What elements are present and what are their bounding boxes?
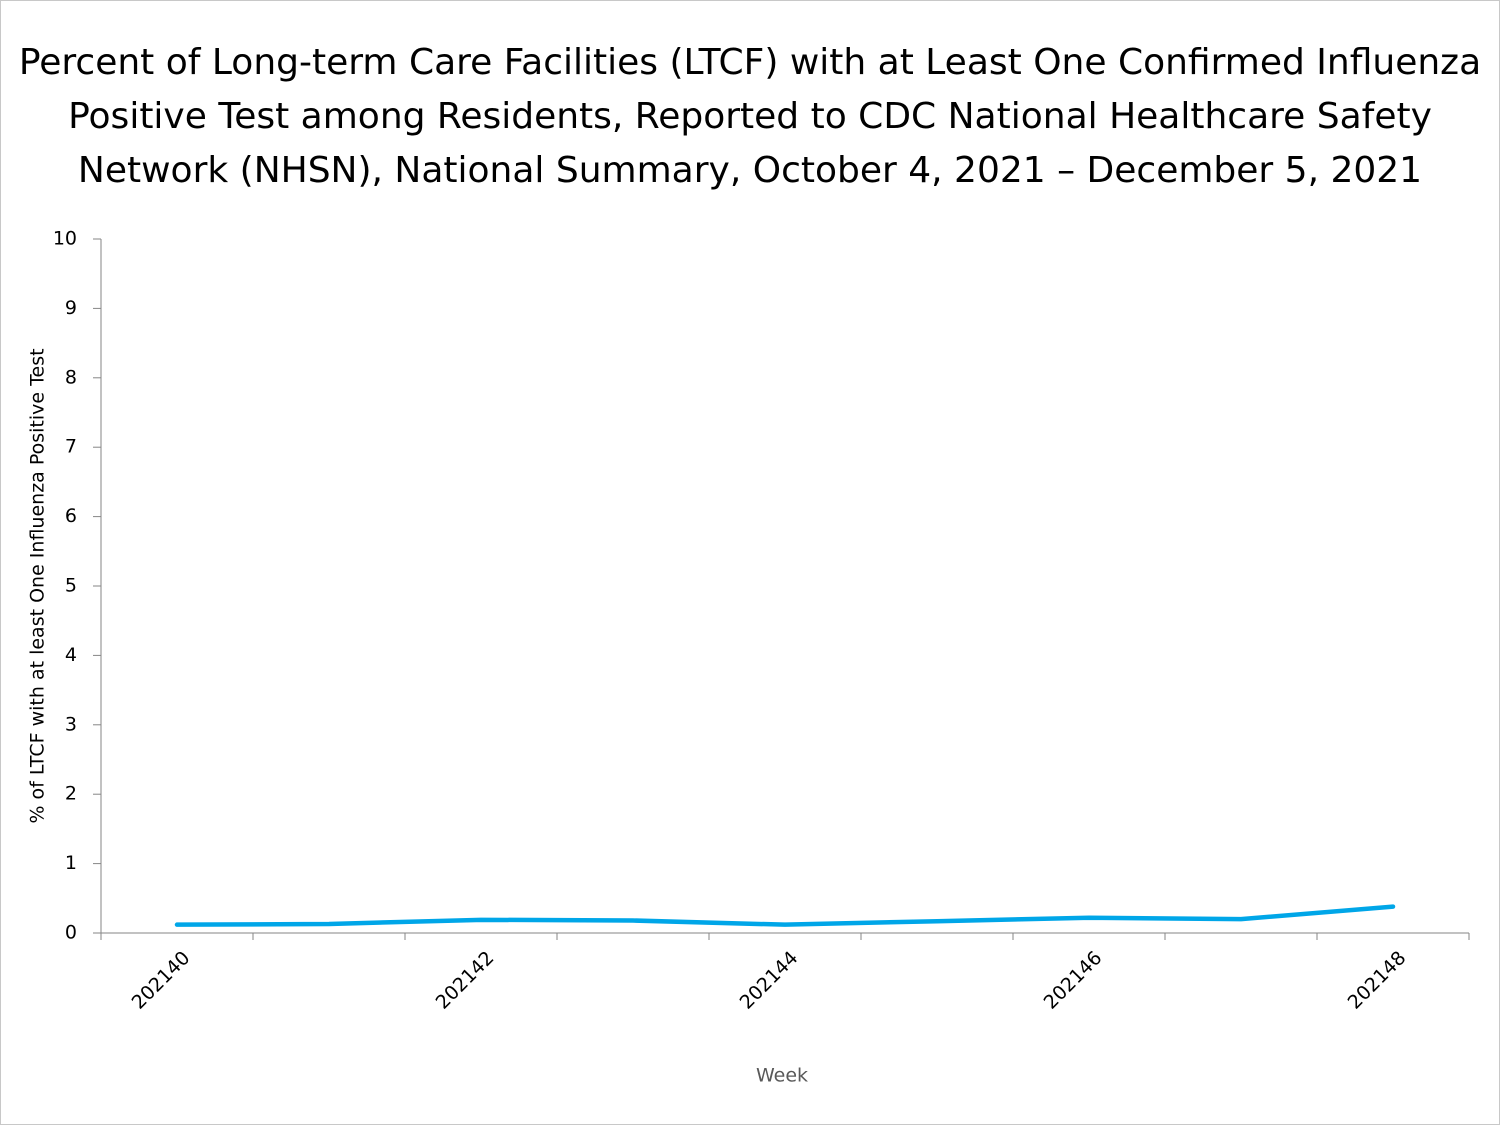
y-tick-label: 4 — [65, 644, 77, 666]
y-tick-label: 0 — [65, 922, 77, 944]
y-tick-label: 6 — [65, 505, 77, 527]
y-axis-title: % of LTCF with at least One Influenza Po… — [27, 348, 49, 823]
chart-title: Positive Test among Residents, Reported … — [68, 96, 1432, 137]
y-tick-label: 2 — [65, 783, 77, 805]
x-axis-title: Week — [756, 1065, 808, 1087]
y-tick-label: 1 — [65, 852, 77, 874]
y-tick-label: 5 — [65, 575, 77, 597]
y-tick-label: 8 — [65, 366, 77, 388]
y-tick-label: 7 — [65, 436, 77, 458]
title-group: Percent of Long-term Care Facilities (LT… — [19, 42, 1481, 191]
y-tick-label: 3 — [65, 713, 77, 735]
y-tick-label: 9 — [65, 297, 77, 319]
chart-title: Percent of Long-term Care Facilities (LT… — [19, 42, 1481, 83]
data-line — [174, 904, 1396, 927]
y-tick-label: 10 — [53, 228, 77, 250]
chart-title: Network (NHSN), National Summary, Octobe… — [78, 150, 1422, 191]
